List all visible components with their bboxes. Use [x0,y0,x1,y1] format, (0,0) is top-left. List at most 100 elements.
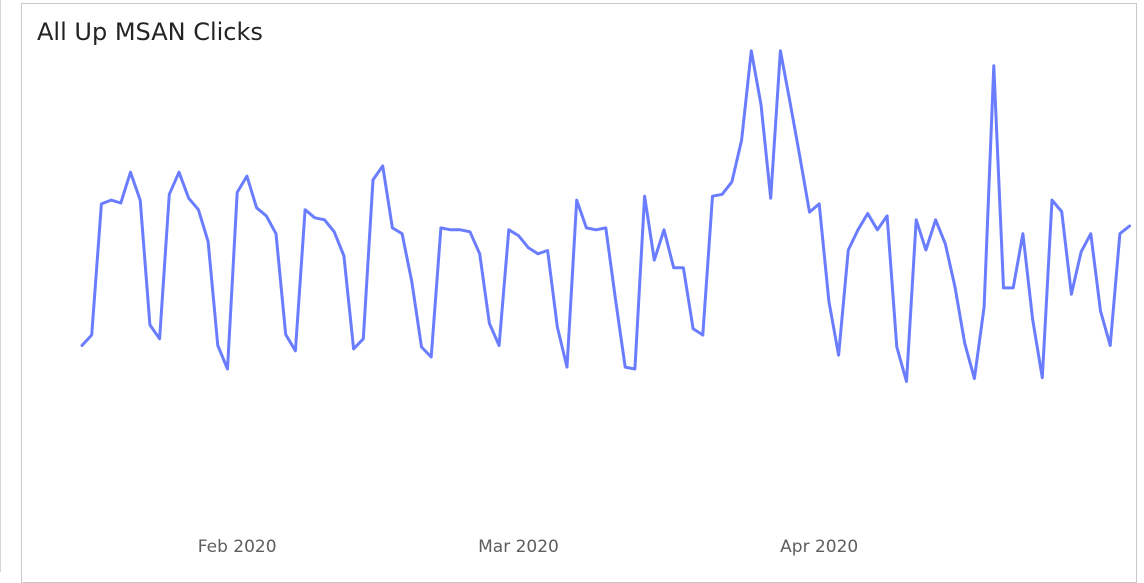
data-point[interactable] [1057,207,1067,217]
data-point[interactable] [969,374,979,384]
data-point[interactable] [378,161,388,171]
data-point[interactable] [921,245,931,255]
data-point[interactable] [155,334,165,344]
data-point[interactable] [339,251,349,261]
data-point[interactable] [193,205,203,215]
data-point[interactable] [611,294,621,304]
data-point[interactable] [223,364,233,374]
data-point[interactable] [184,193,194,203]
data-point[interactable] [77,341,87,351]
data-point[interactable] [737,135,747,145]
data-point[interactable] [397,229,407,239]
data-point[interactable] [746,46,756,56]
data-point[interactable] [1096,306,1106,316]
data-point[interactable] [795,151,805,161]
data-point[interactable] [484,318,494,328]
data-point[interactable] [717,189,727,199]
data-point[interactable] [368,175,378,185]
data-point[interactable] [164,189,174,199]
data-point[interactable] [281,330,291,340]
data-point[interactable] [300,205,310,215]
data-point[interactable] [523,243,533,253]
data-point[interactable] [678,263,688,273]
data-point[interactable] [426,352,436,362]
data-point[interactable] [630,364,640,374]
data-point[interactable] [349,344,359,354]
data-point[interactable] [775,46,785,56]
data-point[interactable] [960,338,970,348]
data-point[interactable] [96,199,106,209]
chart-card[interactable]: All Up MSAN Clicks Feb 2020 Mar 2020 Apr 2… [21,3,1137,583]
data-point[interactable] [766,193,776,203]
data-point[interactable] [843,245,853,255]
data-point[interactable] [999,283,1009,293]
data-point[interactable] [659,225,669,235]
data-point[interactable] [785,98,795,108]
data-point[interactable] [911,215,921,225]
data-point[interactable] [931,215,941,225]
data-point[interactable] [814,199,824,209]
data-point[interactable] [387,223,397,233]
data-point[interactable] [455,225,465,235]
data-point[interactable] [436,223,446,233]
data-point[interactable] [407,277,417,287]
data-point[interactable] [504,225,514,235]
data-point[interactable] [116,198,126,208]
data-point[interactable] [552,322,562,332]
data-point[interactable] [358,334,368,344]
data-point[interactable] [902,377,912,387]
data-point[interactable] [465,227,475,237]
data-point[interactable] [475,249,485,259]
data-point[interactable] [1115,229,1125,239]
data-point[interactable] [446,225,456,235]
data-point[interactable] [174,167,184,177]
data-point[interactable] [805,207,815,217]
data-point[interactable] [203,236,213,246]
data-point[interactable] [1086,229,1096,239]
data-point[interactable] [494,341,504,351]
data-point[interactable] [601,223,611,233]
data-point[interactable] [708,191,718,201]
data-point[interactable] [290,346,300,356]
data-point[interactable] [892,342,902,352]
data-point[interactable] [242,171,252,181]
data-point[interactable] [87,330,97,340]
data-point[interactable] [261,211,271,221]
data-point[interactable] [863,209,873,219]
data-point[interactable] [232,187,242,197]
data-point[interactable] [989,61,999,71]
data-point[interactable] [1105,341,1115,351]
data-point[interactable] [688,324,698,334]
data-point[interactable] [950,282,960,292]
data-point[interactable] [213,341,223,351]
data-point[interactable] [1076,247,1086,257]
data-point[interactable] [252,203,262,213]
data-point[interactable] [106,195,116,205]
data-point[interactable] [533,249,543,259]
data-point[interactable] [126,167,136,177]
data-point[interactable] [853,225,863,235]
series-line[interactable] [80,49,1132,383]
data-point[interactable] [698,330,708,340]
data-point[interactable] [591,225,601,235]
data-point[interactable] [756,100,766,110]
data-point[interactable] [979,302,989,312]
data-point[interactable] [543,246,553,256]
data-point[interactable] [417,342,427,352]
data-point[interactable] [1008,283,1018,293]
data-point[interactable] [940,239,950,249]
data-point[interactable] [514,231,524,241]
data-point[interactable] [834,350,844,360]
data-point[interactable] [649,255,659,265]
data-point[interactable] [145,320,155,330]
data-point[interactable] [727,177,737,187]
data-point[interactable] [1066,289,1076,299]
data-point[interactable] [572,195,582,205]
data-point[interactable] [882,211,892,221]
data-point[interactable] [1018,229,1028,239]
data-point[interactable] [329,227,339,237]
data-point[interactable] [824,296,834,306]
data-point[interactable] [640,191,650,201]
data-point[interactable] [562,362,572,372]
data-point[interactable] [271,229,281,239]
